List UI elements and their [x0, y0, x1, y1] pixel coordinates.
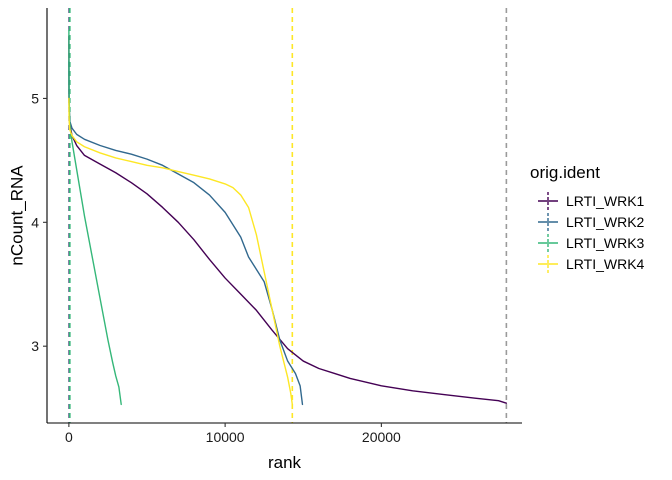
- legend-item: LRTI_WRK2: [538, 213, 645, 231]
- threshold-lines: [68, 8, 508, 423]
- x-axis-title: rank: [268, 453, 302, 472]
- legend-item: LRTI_WRK1: [538, 192, 645, 210]
- series-line-lrti-wrk1: [68, 35, 508, 404]
- legend: orig.ident LRTI_WRK1 LRTI_WRK2 LRTI_WRK3 LR…: [530, 163, 645, 273]
- y-axis-title: nCount_RNA: [7, 165, 26, 266]
- legend-label: LRTI_WRK1: [566, 193, 645, 209]
- y-tick-label: 5: [31, 90, 39, 106]
- y-axis-ticks: 3 4 5: [31, 90, 47, 354]
- series-lines: [68, 29, 508, 406]
- x-tick-label: 20000: [362, 429, 401, 445]
- series-line-lrti-wrk2: [68, 60, 304, 406]
- series-line-lrti-wrk3: [68, 29, 122, 406]
- x-tick-label: 10000: [206, 429, 245, 445]
- legend-title: orig.ident: [530, 163, 600, 182]
- legend-item: LRTI_WRK4: [538, 255, 645, 273]
- legend-label: LRTI_WRK3: [566, 235, 645, 251]
- x-tick-label: 0: [65, 429, 73, 445]
- legend-item: LRTI_WRK3: [538, 234, 645, 252]
- x-axis-ticks: 0 10000 20000: [65, 423, 401, 445]
- y-tick-label: 4: [31, 214, 39, 230]
- series-line-lrti-wrk4: [68, 97, 294, 406]
- y-tick-label: 3: [31, 338, 39, 354]
- legend-label: LRTI_WRK2: [566, 214, 645, 230]
- legend-label: LRTI_WRK4: [566, 256, 645, 272]
